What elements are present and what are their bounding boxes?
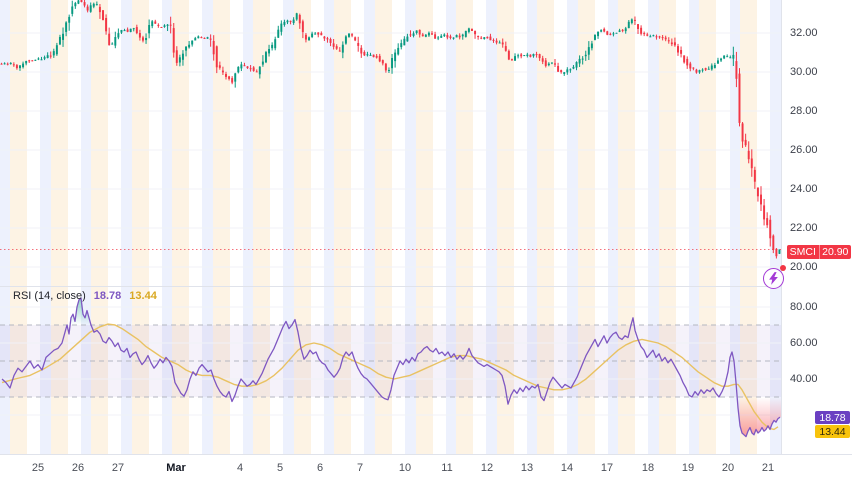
badge-divider bbox=[818, 245, 820, 259]
rsi-value-badge: 18.78 bbox=[815, 411, 850, 424]
quick-trade-button[interactable] bbox=[763, 265, 787, 289]
time-tick-label: 12 bbox=[480, 462, 494, 474]
rsi-pane[interactable] bbox=[0, 287, 781, 453]
rsi-tick-label: 60.00 bbox=[790, 337, 818, 349]
rsi-tick-label: 80.00 bbox=[790, 301, 818, 313]
time-tick-label: 18 bbox=[641, 462, 655, 474]
time-tick-label: 14 bbox=[560, 462, 574, 474]
last-price-badge: SMCI 20.90 bbox=[787, 245, 851, 259]
pane-separator[interactable] bbox=[0, 286, 852, 287]
time-scale[interactable]: 25 26 27 Mar 4 5 6 7 10 11 12 13 14 17 18 19 20 21 bbox=[0, 454, 852, 485]
rsi-tick-label: 40.00 bbox=[790, 373, 818, 385]
rsi-ma-legend-value: 13.44 bbox=[129, 290, 157, 302]
price-tick-label: 28.00 bbox=[790, 105, 818, 117]
time-tick-label: Mar bbox=[166, 462, 186, 474]
time-tick-label: 27 bbox=[111, 462, 125, 474]
price-tick-label: 20.00 bbox=[790, 261, 818, 273]
last-price-value: 20.90 bbox=[822, 246, 849, 258]
lightning-icon bbox=[763, 268, 784, 289]
time-tick-label: 5 bbox=[276, 462, 284, 474]
symbol-label: SMCI bbox=[789, 246, 816, 258]
price-tick-label: 24.00 bbox=[790, 183, 818, 195]
price-scale[interactable]: 34.00 32.00 30.00 28.00 26.00 24.00 22.00 20.00… bbox=[781, 0, 852, 454]
rsi-legend-value: 18.78 bbox=[93, 290, 122, 302]
time-tick-label: 7 bbox=[356, 462, 364, 474]
time-tick-label: 11 bbox=[441, 462, 453, 474]
notification-dot bbox=[780, 265, 786, 271]
time-tick-label: 10 bbox=[398, 462, 412, 474]
time-tick-label: 25 bbox=[31, 462, 45, 474]
price-tick-label: 32.00 bbox=[790, 27, 818, 39]
rsi-ma-value-badge: 13.44 bbox=[815, 425, 850, 438]
time-tick-label: 4 bbox=[236, 462, 244, 474]
price-tick-label: 34.00 bbox=[790, 0, 818, 1]
time-tick-label: 21 bbox=[761, 462, 775, 474]
time-tick-label: 17 bbox=[600, 462, 614, 474]
time-tick-label: 20 bbox=[721, 462, 735, 474]
price-tick-label: 22.00 bbox=[790, 222, 818, 234]
price-tick-label: 26.00 bbox=[790, 144, 818, 156]
candlestick-pane[interactable] bbox=[0, 0, 781, 287]
price-tick-label: 30.00 bbox=[790, 66, 818, 78]
time-tick-label: 19 bbox=[681, 462, 695, 474]
time-tick-label: 13 bbox=[520, 462, 534, 474]
rsi-legend[interactable]: RSI (14, close) 18.78 13.44 bbox=[13, 289, 157, 303]
time-tick-label: 6 bbox=[316, 462, 324, 474]
rsi-legend-title: RSI (14, close) bbox=[13, 290, 86, 302]
time-tick-label: 26 bbox=[71, 462, 85, 474]
